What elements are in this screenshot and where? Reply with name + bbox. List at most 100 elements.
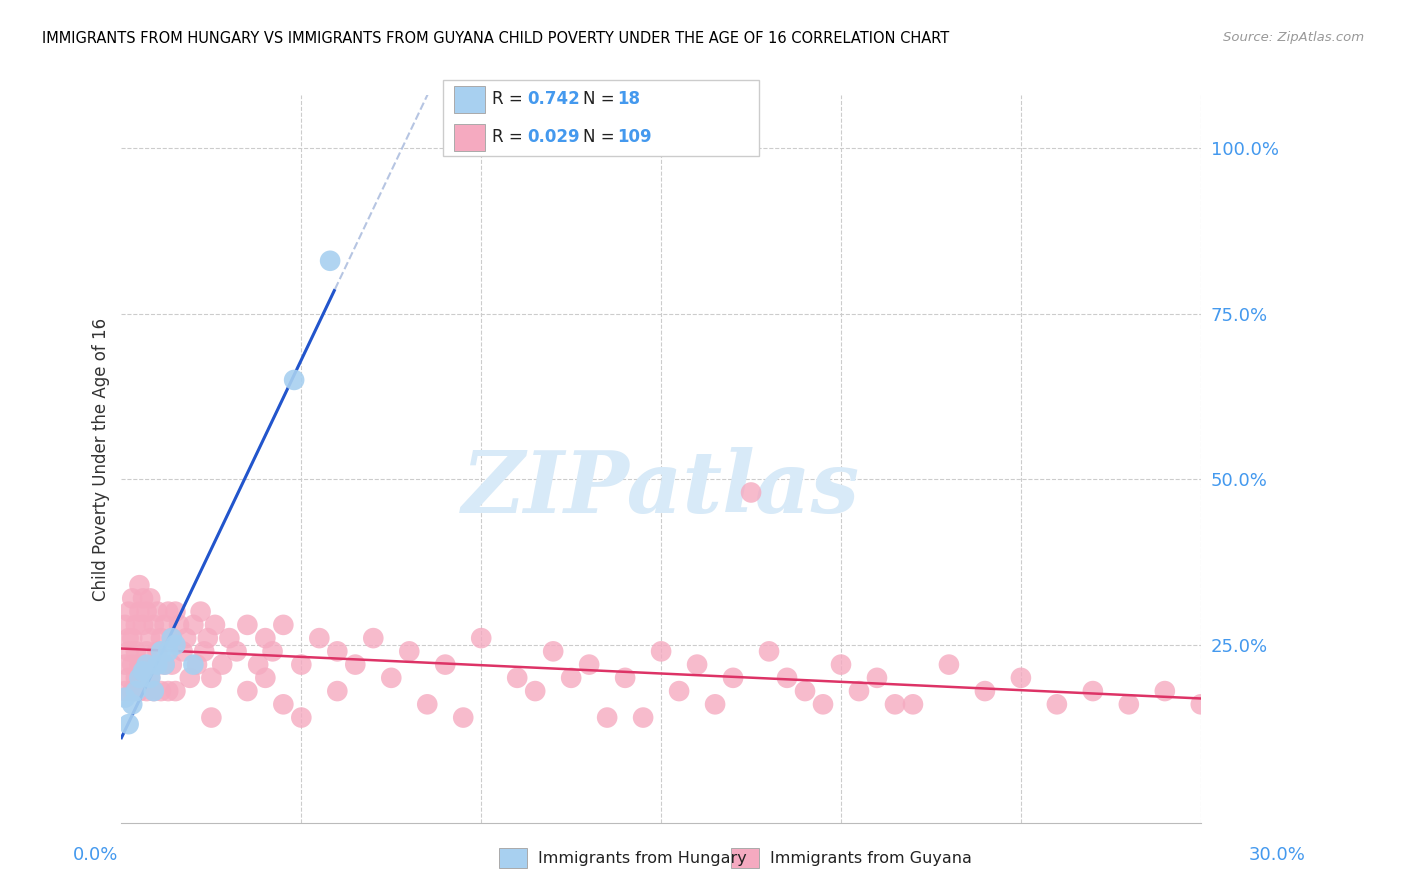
Point [211,657,233,672]
Point [114,657,136,672]
Text: 0.742: 0.742 [527,90,581,108]
Point [901,698,924,712]
Point [125,684,148,698]
Point [142,684,165,698]
Point [139,591,162,606]
Point [704,698,727,712]
Point [165,638,187,652]
Point [560,671,582,685]
Point [125,671,148,685]
Point [262,644,284,658]
Point [117,644,139,658]
Point [283,373,305,387]
Text: ZIPatlas: ZIPatlas [463,447,860,530]
Point [290,710,312,724]
Point [740,485,762,500]
Point [139,671,162,685]
Point [290,657,312,672]
Text: N =: N = [583,90,620,108]
Point [721,671,744,685]
Point [190,605,212,619]
Point [132,591,155,606]
Point [153,618,176,632]
Point [596,710,619,724]
Point [506,671,529,685]
Point [117,605,139,619]
Point [135,605,157,619]
Point [884,698,907,712]
Point [416,698,439,712]
Point [758,644,780,658]
Point [117,631,139,645]
Point [578,657,600,672]
Text: N =: N = [583,128,620,146]
Point [183,657,205,672]
Point [160,657,183,672]
Point [200,671,222,685]
Point [614,671,637,685]
Point [165,684,187,698]
Point [1153,684,1175,698]
Point [254,671,277,685]
Point [117,717,139,731]
Point [1010,671,1032,685]
Point [150,644,173,658]
Point [128,671,150,685]
Point [157,644,180,658]
Point [139,631,162,645]
Point [121,657,143,672]
Point [167,618,190,632]
Point [668,684,690,698]
Point [146,657,169,672]
Point [153,657,176,672]
Y-axis label: Child Poverty Under the Age of 16: Child Poverty Under the Age of 16 [93,318,110,601]
Point [326,684,349,698]
Point [125,618,148,632]
Point [204,618,226,632]
Point [866,671,889,685]
Point [273,618,295,632]
Point [1046,698,1069,712]
Point [125,644,148,658]
Point [117,671,139,685]
Point [121,684,143,698]
Point [650,644,672,658]
Point [160,631,183,645]
Point [135,657,157,672]
Point [524,684,547,698]
Point [174,631,197,645]
Point [1189,698,1212,712]
Point [157,605,180,619]
Text: Source: ZipAtlas.com: Source: ZipAtlas.com [1223,31,1364,45]
Point [179,671,201,685]
Point [142,618,165,632]
Text: 109: 109 [617,128,652,146]
Point [146,605,169,619]
Point [380,671,402,685]
Point [183,618,205,632]
Point [146,657,169,672]
Point [218,631,240,645]
Text: 18: 18 [617,90,640,108]
Point [361,631,384,645]
Point [236,618,259,632]
Point [132,664,155,678]
Point [128,657,150,672]
Point [142,684,165,698]
Point [848,684,870,698]
Point [128,605,150,619]
Point [157,684,180,698]
Point [135,684,157,698]
Text: 30.0%: 30.0% [1249,846,1305,863]
Point [273,698,295,712]
Point [172,644,194,658]
Point [128,684,150,698]
Point [686,657,709,672]
Point [938,657,960,672]
Point [344,657,367,672]
Point [794,684,817,698]
Text: 0.029: 0.029 [527,128,579,146]
Point [308,631,330,645]
Text: R =: R = [492,90,529,108]
Point [974,684,997,698]
